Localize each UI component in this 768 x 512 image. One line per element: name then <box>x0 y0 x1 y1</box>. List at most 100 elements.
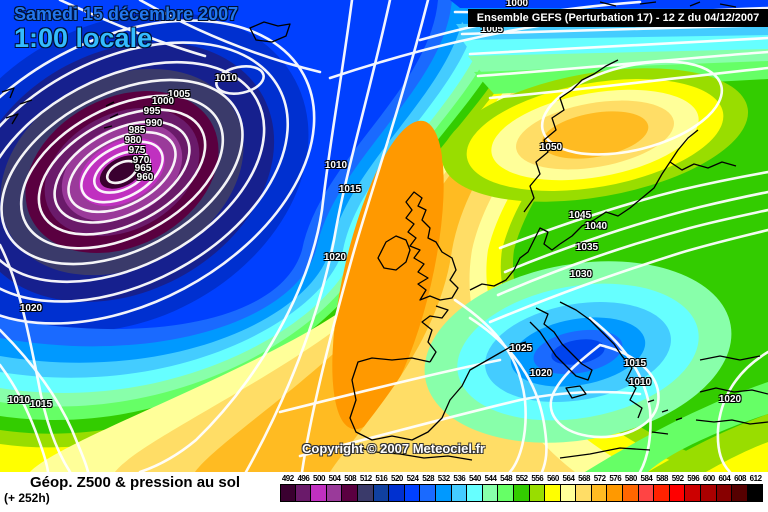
legend-value: 592 <box>671 474 684 483</box>
legend-value: 516 <box>375 474 388 483</box>
legend-value: 544 <box>484 474 497 483</box>
pressure-label: 1020 <box>529 368 553 379</box>
pressure-label: 1010 <box>214 73 238 84</box>
legend-cell: 608 <box>731 474 748 502</box>
legend-cell: 560 <box>544 474 561 502</box>
pressure-label: 1045 <box>568 210 592 221</box>
legend-value: 608 <box>734 474 746 483</box>
legend-swatch <box>325 484 343 502</box>
legend-cell: 544 <box>481 474 499 502</box>
pressure-label: 965 <box>134 163 152 174</box>
legend-value: 556 <box>531 474 544 483</box>
legend-value: 512 <box>359 474 372 483</box>
pressure-label: 1010 <box>7 395 31 406</box>
pressure-label: 1020 <box>19 303 43 314</box>
legend-swatch <box>715 484 733 502</box>
color-scale-legend: 492 496 500 504 508 512 516 520 524 528 532 536 540 5… <box>280 474 764 502</box>
legend-cell: 600 <box>700 474 717 502</box>
legend-swatch <box>684 484 702 502</box>
legend-value: 564 <box>562 474 575 483</box>
legend-value: 504 <box>328 474 341 483</box>
footer-subtitle: (+ 252h) <box>4 491 50 505</box>
pressure-label: 990 <box>145 118 163 129</box>
legend-value: 584 <box>640 474 653 483</box>
copyright-text: Copyright © 2007 Meteociel.fr <box>302 441 485 456</box>
pressure-label: 985 <box>128 125 146 136</box>
legend-value: 580 <box>624 474 637 483</box>
pressure-label: 980 <box>124 135 142 146</box>
legend-swatch <box>544 484 561 502</box>
legend-cell: 552 <box>512 474 530 502</box>
model-info-text: Ensemble GEFS (Perturbation 17) - 12 Z d… <box>476 12 760 24</box>
legend-cell: 572 <box>590 474 608 502</box>
legend-cell: 492 <box>280 474 296 502</box>
legend-value: 568 <box>578 474 590 483</box>
legend-value: 524 <box>406 474 419 483</box>
legend-cell: 588 <box>653 474 670 502</box>
legend-swatch <box>341 484 358 502</box>
legend-swatch <box>466 484 483 502</box>
legend-cell: 500 <box>310 474 327 502</box>
legend-value: 492 <box>281 474 294 483</box>
legend-swatch <box>590 484 608 502</box>
pressure-label: 1020 <box>718 394 742 405</box>
legend-value: 588 <box>656 474 668 483</box>
legend-value: 536 <box>453 474 466 483</box>
pressure-label: 1020 <box>323 252 347 263</box>
pressure-label: 1010 <box>324 160 348 171</box>
legend-cell: 536 <box>450 474 468 502</box>
legend-value: 520 <box>391 474 403 483</box>
legend-value: 508 <box>344 474 357 483</box>
legend-cell: 516 <box>372 474 390 502</box>
legend-swatch <box>280 484 296 502</box>
legend-cell: 576 <box>606 474 624 502</box>
pressure-label: 970 <box>132 155 150 166</box>
legend-swatch <box>653 484 670 502</box>
legend-swatch <box>372 484 390 502</box>
legend-cell: 612 <box>746 474 764 502</box>
legend-value: 560 <box>546 474 559 483</box>
footer-bar: Géop. Z500 & pression au sol (+ 252h) 49… <box>0 472 768 512</box>
legend-cell: 556 <box>528 474 546 502</box>
date-overlay: Samedi 15 décembre 2007 1:00 locale <box>14 4 238 54</box>
legend-swatch <box>606 484 624 502</box>
legend-swatch <box>622 484 639 502</box>
pressure-label: 1025 <box>509 343 533 354</box>
legend-swatch <box>575 484 592 502</box>
legend-swatch <box>528 484 546 502</box>
legend-cell: 596 <box>684 474 702 502</box>
legend-cell: 540 <box>466 474 483 502</box>
legend-swatch <box>668 484 686 502</box>
legend-value: 596 <box>687 474 700 483</box>
legend-value: 612 <box>749 474 762 483</box>
model-info-box: Ensemble GEFS (Perturbation 17) - 12 Z d… <box>468 9 768 27</box>
legend-cell: 496 <box>294 474 312 502</box>
legend-swatch <box>356 484 374 502</box>
pressure-label: 960 <box>136 172 154 183</box>
legend-swatch <box>310 484 327 502</box>
legend-value: 552 <box>515 474 528 483</box>
legend-swatch <box>637 484 655 502</box>
pressure-label: 1000 <box>151 96 175 107</box>
legend-swatch <box>700 484 717 502</box>
legend-cell: 532 <box>434 474 452 502</box>
footer-title: Géop. Z500 & pression au sol <box>30 474 241 491</box>
legend-cell: 568 <box>575 474 592 502</box>
pressure-label: 1035 <box>575 242 599 253</box>
legend-swatch <box>294 484 312 502</box>
weather-map: 1010 1005 1000 995 990 985 980 975 970 965 960 1000… <box>0 0 768 472</box>
legend-cell: 528 <box>419 474 436 502</box>
legend-cell: 504 <box>325 474 343 502</box>
legend-value: 540 <box>468 474 481 483</box>
legend-swatch <box>403 484 421 502</box>
legend-value: 496 <box>297 474 310 483</box>
legend-value: 572 <box>593 474 606 483</box>
legend-swatch <box>512 484 530 502</box>
date-line2: 1:00 locale <box>14 23 153 53</box>
legend-value: 576 <box>609 474 622 483</box>
pressure-label: 1015 <box>623 358 647 369</box>
legend-swatch <box>481 484 499 502</box>
legend-cell: 584 <box>637 474 655 502</box>
legend-swatch <box>419 484 436 502</box>
